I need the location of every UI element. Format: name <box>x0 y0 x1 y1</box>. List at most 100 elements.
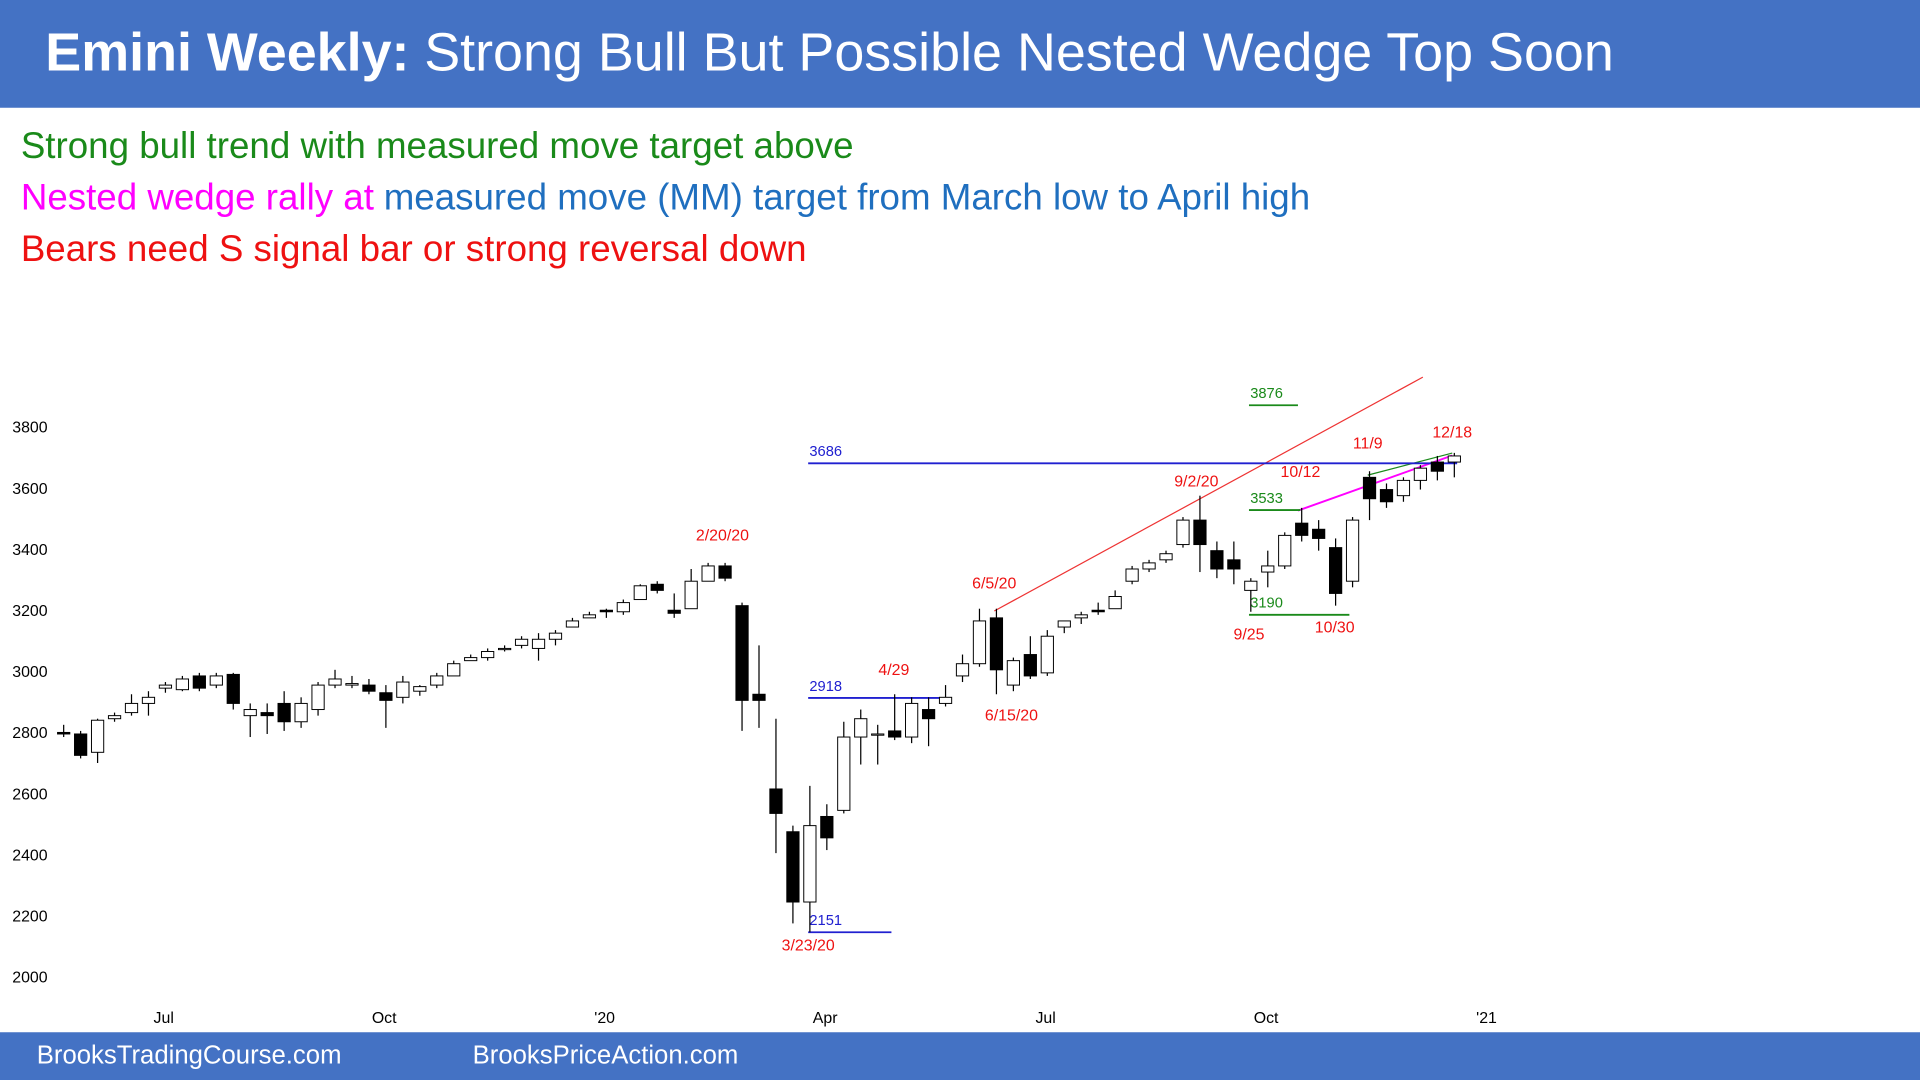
candle-body <box>1244 580 1258 591</box>
candle-body <box>1430 461 1444 472</box>
date-label: 2/20/20 <box>696 528 749 545</box>
date-label: 9/2/20 <box>1174 474 1218 491</box>
candle-body <box>582 614 597 619</box>
candle-body <box>1396 479 1411 497</box>
candle-body <box>447 663 461 677</box>
candle-body <box>854 718 868 738</box>
candle-body <box>294 702 308 723</box>
x-tick-label: Apr <box>813 1010 838 1027</box>
date-label: 4/29 <box>878 662 909 679</box>
date-label: 10/12 <box>1281 464 1321 481</box>
candle-body <box>718 565 732 579</box>
level-label: 3533 <box>1250 491 1283 507</box>
note: Strong bull trend with measured move tar… <box>21 125 854 166</box>
level-label: 3190 <box>1250 596 1283 612</box>
candle-body <box>769 788 783 814</box>
date-label: 9/25 <box>1233 627 1264 644</box>
y-tick-label: 3600 <box>12 481 48 498</box>
date-label: 6/5/20 <box>972 575 1016 592</box>
candle-body <box>1125 568 1139 582</box>
candle-body <box>107 715 122 720</box>
y-tick-label: 2000 <box>12 970 48 987</box>
y-tick-label: 3200 <box>12 603 48 620</box>
date-label: 12/18 <box>1432 425 1472 442</box>
x-tick-label: Jul <box>154 1010 174 1027</box>
date-label: 6/15/20 <box>985 708 1038 725</box>
candle-body <box>396 681 410 698</box>
candle-body <box>1447 455 1461 463</box>
x-tick-label: '20 <box>594 1010 615 1027</box>
y-tick-label: 2200 <box>12 908 48 925</box>
candle-body <box>633 585 647 601</box>
candle-body <box>735 605 749 701</box>
header-bar <box>0 0 1920 108</box>
y-tick-label: 3000 <box>12 664 48 681</box>
candle-body <box>1176 519 1190 546</box>
candle-body <box>1074 614 1088 619</box>
candle-body <box>362 684 376 692</box>
candle-body <box>1413 467 1428 481</box>
note-segment: Bears need S signal bar or strong revers… <box>21 228 807 269</box>
candle-body <box>650 583 664 591</box>
candle-body <box>90 719 105 753</box>
level-label: 2918 <box>809 679 842 695</box>
candle-body <box>209 675 223 686</box>
candle-body <box>1193 519 1207 546</box>
note: Nested wedge rally at measured move (MM) … <box>21 176 1310 217</box>
candle-body <box>57 731 71 735</box>
x-tick-label: Jul <box>1035 1010 1055 1027</box>
candle-body <box>548 632 563 640</box>
candle-body <box>1312 528 1326 539</box>
footer-text: BrooksPriceAction.com <box>473 1042 739 1070</box>
candle-body <box>1295 522 1309 536</box>
note-segment: Nested wedge rally at <box>21 176 374 217</box>
candle-body <box>328 678 342 686</box>
candle-body <box>1006 660 1020 686</box>
candle-body <box>616 602 630 613</box>
candle-body <box>158 684 173 689</box>
candle-body <box>1040 635 1054 674</box>
candle-body <box>667 609 681 614</box>
note: Bears need S signal bar or strong revers… <box>21 228 807 269</box>
level-label: 3876 <box>1250 386 1283 402</box>
candle-body <box>498 647 512 651</box>
date-label: 3/23/20 <box>782 938 835 955</box>
candle-body <box>1261 565 1275 573</box>
candle-body <box>260 712 274 717</box>
candle-body <box>684 580 698 610</box>
candle-body <box>175 678 189 691</box>
candle-body <box>74 733 88 756</box>
candle-body <box>531 638 546 649</box>
candle-body <box>972 620 987 665</box>
candle-body <box>311 684 325 711</box>
candle-body <box>905 702 919 738</box>
candle-body <box>989 617 1004 671</box>
candle-body <box>1362 476 1377 500</box>
level-label: 3686 <box>809 444 842 460</box>
candle-body <box>277 702 291 723</box>
candle-body <box>481 650 495 659</box>
candle-body <box>1159 553 1173 561</box>
candle-body <box>1345 519 1360 582</box>
candle-body <box>413 686 427 692</box>
candle-body <box>820 815 834 839</box>
footer-text: BrooksTradingCourse.com <box>37 1042 342 1070</box>
candle-body <box>1108 596 1122 610</box>
y-tick-label: 2800 <box>12 725 48 742</box>
candle-body <box>192 675 206 689</box>
candle-body <box>871 733 885 736</box>
candle-body <box>430 675 444 686</box>
candle-body <box>837 736 851 811</box>
candle-body <box>599 609 613 613</box>
candle-body <box>1057 620 1071 628</box>
candle-body <box>1023 654 1037 677</box>
candle-body <box>701 565 715 582</box>
candle-body <box>1379 489 1394 503</box>
candle-body <box>565 620 580 628</box>
plot: 2000 2200 2400 2600 2800 3000 3200 3400 3600 3800… <box>12 386 1497 1027</box>
candle-body <box>955 663 970 677</box>
y-tick-label: 2400 <box>12 847 48 864</box>
candle-body <box>345 683 359 686</box>
notes: Strong bull trend with measured move tar… <box>21 125 1310 269</box>
